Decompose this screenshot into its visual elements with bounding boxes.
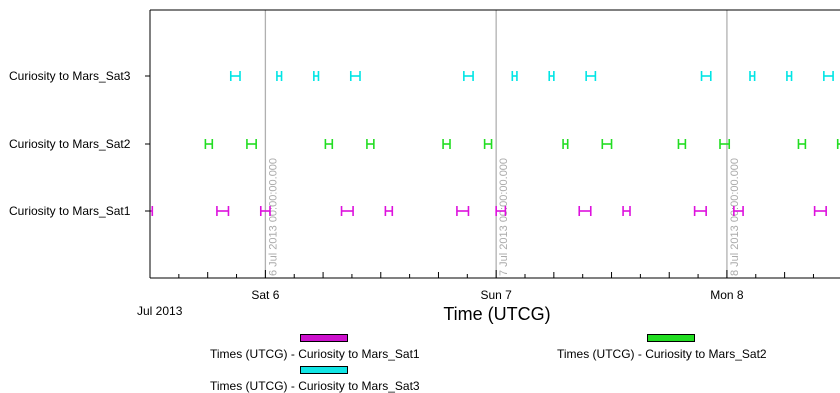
interval-mark <box>324 139 334 149</box>
interval-mark <box>622 206 631 216</box>
legend-swatch-sat1 <box>300 334 348 342</box>
legend-item-sat3: Times (UTCG) - Curiosity to Mars_Sat3 <box>210 366 510 393</box>
interval-mark <box>562 139 569 149</box>
interval-mark <box>442 139 451 149</box>
legend-label-sat2: Times (UTCG) - Curiosity to Mars_Sat2 <box>557 347 767 361</box>
interval-mark <box>456 206 470 216</box>
legend-swatch-sat2 <box>647 334 695 342</box>
interval-mark <box>797 139 807 149</box>
interval-mark <box>813 206 827 216</box>
x-tick-label: Sun 7 <box>480 288 512 302</box>
interval-mark <box>693 206 707 216</box>
interval-mark <box>366 139 375 149</box>
day-line-label: 7 Jul 2013 00:00:00.000 <box>498 158 510 276</box>
interval-mark <box>786 71 793 81</box>
interval-mark <box>733 206 744 216</box>
row-label: Curiosity to Mars_Sat2 <box>9 137 131 151</box>
legend-label-sat1: Times (UTCG) - Curiosity to Mars_Sat1 <box>210 347 420 361</box>
interval-mark <box>677 139 687 149</box>
x-tick-label: Mon 8 <box>710 288 744 302</box>
interval-mark <box>384 206 394 216</box>
interval-mark <box>246 139 257 149</box>
x-axis: Sat 6 Sun 7 Mon 8 Jul 2013 Time (UTCG) <box>137 9 840 324</box>
interval-mark <box>749 71 756 81</box>
row-label: Curiosity to Mars_Sat3 <box>9 69 131 83</box>
interval-mark <box>340 206 354 216</box>
legend-item-sat2: Times (UTCG) - Curiosity to Mars_Sat2 <box>557 334 840 364</box>
row-labels: Curiosity to Mars_Sat3 Curiosity to Mars_… <box>9 69 150 218</box>
interval-mark <box>349 71 361 81</box>
interval-mark <box>204 139 214 149</box>
interval-mark <box>463 71 474 81</box>
x-axis-title: Time (UTCG) <box>443 304 550 324</box>
interval-mark <box>585 71 597 81</box>
interval-mark <box>548 71 555 81</box>
day-line-label: 8 Jul 2013 00:00:00.000 <box>729 158 741 276</box>
legend-label-sat3: Times (UTCG) - Curiosity to Mars_Sat3 <box>210 379 420 393</box>
interval-mark <box>823 71 834 81</box>
interval-marks <box>150 71 840 216</box>
day-grid-lines: 6 Jul 2013 00:00:00.000 7 Jul 2013 00:00:… <box>264 10 741 278</box>
interval-mark <box>313 71 320 81</box>
interval-mark <box>719 139 731 149</box>
interval-mark <box>511 71 518 81</box>
day-line-label: 6 Jul 2013 00:00:00.000 <box>267 158 279 276</box>
interval-mark <box>700 71 712 81</box>
interval-mark <box>259 206 271 216</box>
interval-mark <box>495 206 507 216</box>
row-label: Curiosity to Mars_Sat1 <box>9 204 131 218</box>
x-axis-start-label: Jul 2013 <box>137 304 183 318</box>
legend-item-sat1: Times (UTCG) - Curiosity to Mars_Sat1 <box>210 334 510 364</box>
legend-swatch-sat3 <box>300 366 348 374</box>
interval-mark <box>483 139 493 149</box>
interval-mark <box>229 71 241 81</box>
interval-mark <box>276 71 283 81</box>
interval-mark <box>601 139 613 149</box>
x-tick-label: Sat 6 <box>251 288 279 302</box>
interval-mark <box>578 206 592 216</box>
interval-mark <box>216 206 230 216</box>
